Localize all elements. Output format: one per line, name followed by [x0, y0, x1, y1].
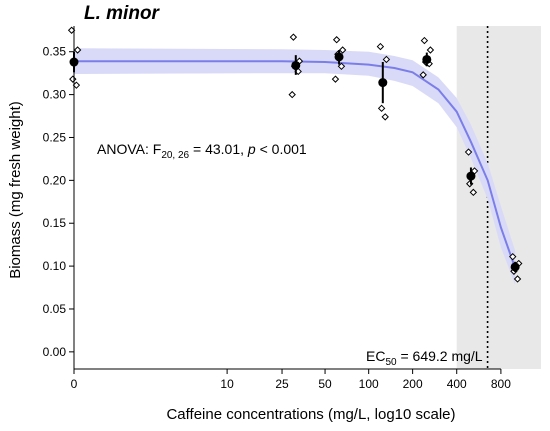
raw-point	[338, 46, 347, 54]
mean-point	[378, 78, 388, 88]
x-tick-label: 10	[220, 377, 234, 391]
raw-point	[332, 36, 341, 44]
confidence-band	[74, 48, 516, 285]
ec50-region	[456, 26, 541, 369]
raw-point	[419, 71, 427, 79]
y-tick-label: 0.30	[43, 88, 67, 102]
mean-point	[291, 60, 301, 70]
y-tick-label: 0.05	[43, 302, 67, 316]
y-tick-label: 0.20	[43, 173, 67, 187]
raw-point	[420, 36, 429, 45]
y-tick-label: 0.25	[43, 130, 67, 144]
y-tick-label: 0.35	[43, 45, 67, 59]
raw-point	[69, 75, 77, 83]
raw-point	[376, 42, 385, 51]
raw-point	[289, 33, 298, 41]
mean-point	[422, 54, 432, 64]
x-tick-label: 200	[403, 377, 423, 391]
raw-point	[464, 148, 473, 156]
x-axis-label: Caffeine concentrations (mg/L, log10 sca…	[166, 406, 455, 423]
raw-point	[381, 113, 389, 121]
mean-point	[334, 52, 344, 62]
x-tick-label: 0	[71, 377, 78, 391]
raw-point	[426, 46, 435, 54]
y-axis-label: Biomass (mg fresh weight)	[7, 101, 24, 279]
raw-point	[509, 252, 517, 261]
chart-title: L. minor	[84, 3, 161, 24]
x-tick-label: 400	[447, 377, 467, 391]
anova-annotation: ANOVA: F20, 26 = 43.01, p < 0.001	[97, 141, 307, 161]
raw-point	[469, 188, 478, 197]
fit-curve	[74, 60, 517, 269]
y-tick-label: 0.00	[43, 345, 67, 359]
x-tick-label: 800	[491, 377, 511, 391]
raw-point	[513, 275, 522, 283]
raw-point	[331, 75, 340, 83]
raw-point	[73, 46, 82, 54]
raw-point	[337, 62, 346, 71]
raw-point	[377, 104, 386, 113]
x-tick-label: 25	[275, 377, 289, 391]
mean-point	[466, 171, 476, 181]
mean-point	[510, 262, 520, 272]
raw-point	[288, 90, 296, 99]
x-tick-label: 50	[318, 377, 332, 391]
raw-point	[382, 55, 391, 64]
x-tick-label: 100	[359, 377, 379, 391]
ec50-annotation: EC50 = 649.2 mg/L	[366, 348, 483, 368]
y-tick-label: 0.10	[43, 259, 67, 273]
y-tick-label: 0.15	[43, 216, 67, 230]
